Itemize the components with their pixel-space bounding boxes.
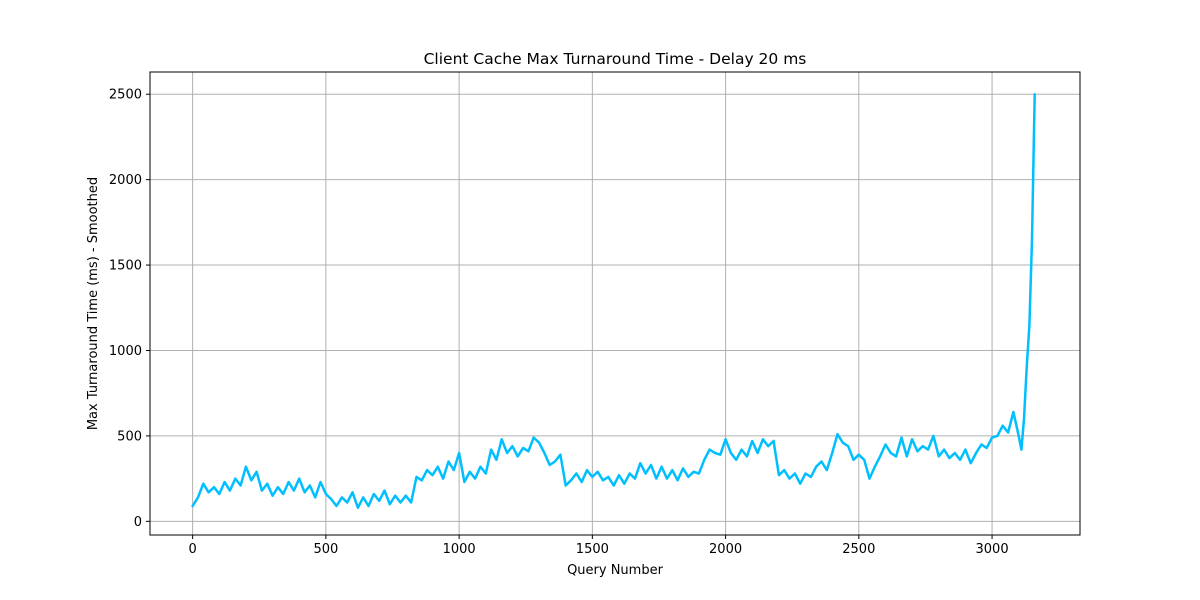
x-tick-label: 500 [313,542,338,557]
chart-title: Client Cache Max Turnaround Time - Delay… [424,50,807,68]
plot-frame [149,71,1081,536]
y-tick-label: 500 [117,429,142,444]
x-tick-label: 1500 [576,542,609,557]
x-tick-label: 2000 [709,542,742,557]
y-tick-label: 2500 [109,88,142,103]
y-axis-label: Max Turnaround Time (ms) - Smoothed [86,177,101,430]
x-axis-label: Query Number [567,563,664,578]
plot-area [150,72,1080,535]
x-tick-label: 1000 [443,542,476,557]
x-tick-label: 2500 [842,542,875,557]
y-tick-label: 1000 [109,344,142,359]
y-tick-label: 0 [134,515,142,530]
y-tick-label: 1500 [109,259,142,274]
series-layer [191,92,1036,509]
series-line [191,92,1036,509]
x-tick-label: 3000 [976,542,1009,557]
y-tick-label: 2000 [109,173,142,188]
grid [150,72,1080,535]
x-tick-label: 0 [188,542,196,557]
axis-ticks: 0 500 1000 1500 2000 2500 3000 0 500 1000 1500 2000… [109,88,1009,557]
